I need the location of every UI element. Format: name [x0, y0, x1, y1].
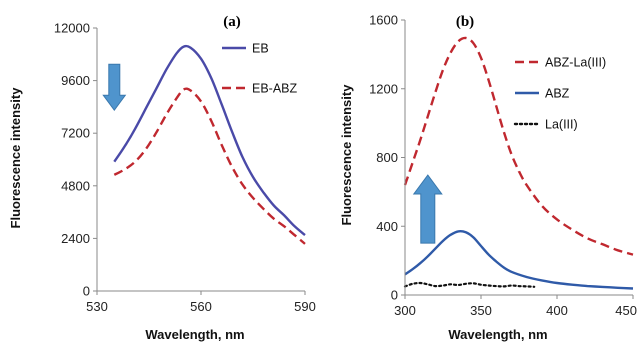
- panel-a-legend: EB EB-ABZ: [222, 42, 298, 96]
- panel-b-y-tick-label: 1600: [369, 13, 398, 28]
- panel-b-series-group: [403, 36, 634, 290]
- panel-a-arrow: [102, 63, 127, 112]
- panel-b-x-tick-label: 300: [394, 303, 416, 318]
- panel-a-y-ticks: 0 2400 4800 7200 9600 12000: [54, 21, 97, 299]
- panel-b-legend-label-2: La(III): [545, 118, 578, 132]
- panel-b-arrow: [412, 174, 443, 244]
- panel-a-series-group: [113, 44, 306, 245]
- panel-b-label: (b): [456, 14, 474, 30]
- panel-a-y-tick-label: 4800: [61, 178, 90, 193]
- panel-a-series-line-0: [113, 44, 306, 237]
- panel-b-legend: ABZ-La(III) ABZ La(III): [513, 56, 606, 132]
- panel-a-y-tick-label: 0: [83, 284, 90, 299]
- panel-a: 530 560 590 0 2400 4800 7200 9600 12000 (a) Wav…: [8, 14, 316, 342]
- panel-b-legend-label-0: ABZ-La(III): [545, 56, 606, 70]
- panel-b-y-tick-label: 800: [376, 150, 398, 165]
- panel-b-x-axis-title: Wavelength, nm: [448, 327, 547, 342]
- panel-a-label: (a): [223, 14, 241, 30]
- panel-b-x-ticks: 300 350 400 450: [394, 295, 637, 318]
- panel-b-trend-arrow-shape: [412, 174, 443, 244]
- panel-b-y-axis-title: Fluorescence intensity: [339, 84, 354, 226]
- panel-b: 300 350 400 450 0 400 800 1200 1600 (b) Wavelen…: [339, 13, 637, 343]
- panel-a-legend-label-0: EB: [252, 42, 269, 56]
- panel-b-x-tick-label: 400: [546, 303, 568, 318]
- panel-a-x-ticks: 530 560 590: [86, 291, 316, 314]
- panel-b-series-line-2: [403, 281, 536, 288]
- panel-a-x-tick-label: 530: [86, 299, 108, 314]
- panel-a-y-tick-label: 9600: [61, 73, 90, 88]
- panel-b-y-tick-label: 1200: [369, 81, 398, 96]
- panel-a-x-tick-label: 590: [294, 299, 316, 314]
- panel-a-legend-label-1: EB-ABZ: [252, 82, 298, 96]
- panel-b-y-tick-label: 400: [376, 219, 398, 234]
- panel-a-y-tick-label: 12000: [54, 21, 90, 36]
- panel-a-trend-arrow-shape: [102, 63, 127, 112]
- panel-a-series-line-1: [113, 87, 306, 245]
- panel-b-y-tick-label: 0: [391, 288, 398, 303]
- panel-a-y-axis-title: Fluorescence intensity: [8, 87, 23, 229]
- panel-b-series-line-0: [403, 36, 634, 256]
- panel-b-x-tick-label: 350: [470, 303, 492, 318]
- panel-a-x-tick-label: 560: [190, 299, 212, 314]
- panel-b-series-line-1: [404, 230, 634, 290]
- panel-a-y-tick-label: 2400: [61, 231, 90, 246]
- panel-a-x-axis-title: Wavelength, nm: [145, 327, 244, 342]
- panel-b-x-tick-label: 450: [615, 303, 637, 318]
- panel-a-y-tick-label: 7200: [61, 126, 90, 141]
- panel-b-legend-label-1: ABZ: [545, 87, 570, 101]
- panel-b-y-ticks: 0 400 800 1200 1600: [369, 13, 405, 303]
